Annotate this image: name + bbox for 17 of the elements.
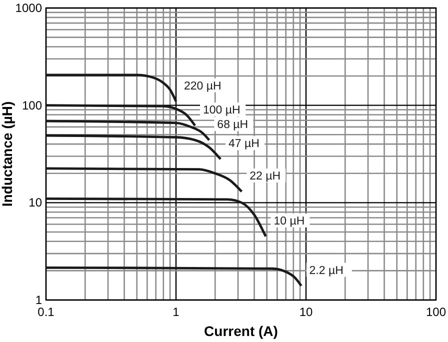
series-label: 68 µH (217, 119, 248, 132)
x-axis-title: Current (A) (204, 323, 278, 339)
series-label: 220 µH (184, 80, 222, 92)
series-label: 100 µH (202, 104, 240, 117)
x-tick-label: 0.1 (38, 305, 55, 319)
y-axis-title: Inductance (µH) (0, 101, 15, 207)
x-tick-label: 1 (172, 305, 180, 319)
y-tick-label: 100 (22, 98, 42, 112)
y-tick-label: 1 (35, 293, 42, 307)
series-label: 10 µH (274, 215, 305, 228)
y-tick-label: 10 (28, 196, 42, 210)
x-tick-label: 100 (426, 305, 446, 319)
y-tick-label: 1000 (15, 1, 42, 15)
series-label: 2.2 µH (309, 264, 344, 277)
series-label: 22 µH (250, 170, 281, 183)
series-label: 47 µH (228, 138, 260, 150)
x-tick-label: 10 (299, 305, 313, 319)
